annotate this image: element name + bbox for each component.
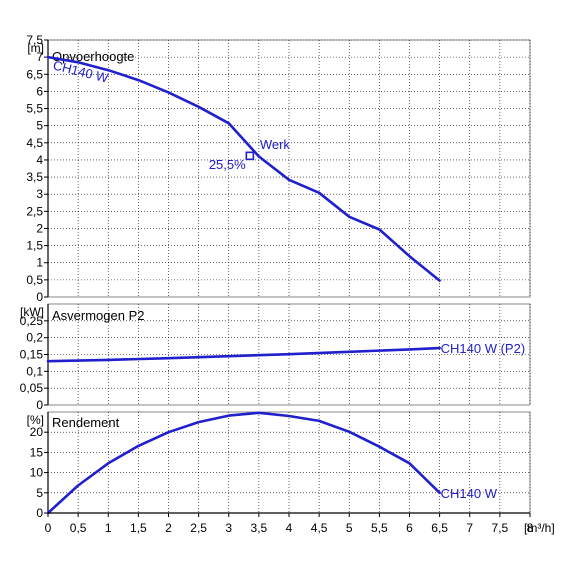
y-tick-label: 5,5 bbox=[26, 102, 43, 116]
x-tick-label: 2 bbox=[165, 521, 172, 535]
data-point bbox=[107, 359, 110, 361]
x-tick-label: 2,5 bbox=[190, 521, 207, 535]
duty-point-efficiency: 25,5% bbox=[209, 157, 246, 172]
y-tick-label: 4,5 bbox=[26, 136, 43, 150]
duty-point-label: Werk bbox=[260, 137, 291, 152]
x-tick-label: 1 bbox=[105, 521, 112, 535]
y-tick-label: 0,2 bbox=[26, 331, 43, 345]
data-point bbox=[438, 347, 441, 349]
y-tick-label: 2 bbox=[36, 221, 43, 235]
y-tick-label: 20 bbox=[30, 425, 44, 439]
data-point bbox=[77, 61, 79, 64]
y-tick-label: 0,05 bbox=[20, 381, 44, 395]
x-axis: 0 0,5 1 1,5 2 2,5 3 3,5 4 4,5 5 5,5 6 6,5 7 7,5 8[m³/h] bbox=[45, 512, 555, 535]
y-tick-label: 1 bbox=[36, 256, 43, 270]
x-tick-label: 7 bbox=[466, 521, 473, 535]
data-point bbox=[167, 431, 170, 434]
y-tick-label: 0,15 bbox=[20, 348, 44, 362]
data-point bbox=[47, 360, 49, 363]
series-label: CH140 W bbox=[441, 486, 498, 501]
y-tick-label: 4 bbox=[36, 153, 43, 167]
y-tick-label: 5 bbox=[36, 119, 43, 133]
y-tick-label: 0,25 bbox=[20, 314, 44, 328]
x-tick-label: 5,5 bbox=[371, 521, 388, 535]
x-tick-label: 0,5 bbox=[70, 521, 87, 535]
y-tick-label: 3,5 bbox=[26, 170, 43, 184]
x-tick-label: 8 bbox=[527, 521, 534, 535]
data-point bbox=[197, 421, 200, 423]
data-point bbox=[438, 492, 441, 494]
y-tick-label: 3 bbox=[36, 187, 43, 201]
series-line bbox=[46, 346, 441, 363]
data-point bbox=[318, 192, 320, 194]
y-tick-label: 6,5 bbox=[26, 67, 43, 81]
x-tick-label: 0 bbox=[45, 521, 52, 535]
x-tick-label: 4,5 bbox=[311, 521, 328, 535]
plot-frame bbox=[47, 39, 531, 298]
series-line bbox=[46, 411, 441, 515]
x-tick-label: 7,5 bbox=[492, 521, 509, 535]
data-point bbox=[348, 431, 351, 433]
panel-title: Asvermogen P2 bbox=[52, 308, 145, 323]
x-tick-label: 3,5 bbox=[251, 521, 268, 535]
y-axis-unit: [kW] bbox=[20, 305, 44, 319]
series-label: CH140 W (P2) bbox=[441, 341, 526, 356]
data-point bbox=[137, 79, 140, 81]
x-tick-label: 4 bbox=[286, 521, 293, 535]
data-point bbox=[167, 91, 170, 94]
data-point bbox=[137, 445, 140, 447]
data-point bbox=[107, 69, 110, 71]
data-point bbox=[378, 445, 381, 448]
y-tick-label: 0,1 bbox=[26, 364, 43, 378]
data-point bbox=[318, 420, 320, 422]
duty-point-marker bbox=[245, 151, 255, 161]
y-tick-label: 0 bbox=[36, 398, 43, 412]
data-point bbox=[258, 155, 260, 158]
panel-title: Rendement bbox=[52, 415, 120, 430]
data-point bbox=[228, 355, 230, 358]
data-point bbox=[288, 179, 290, 181]
y-axis-unit: [m] bbox=[27, 41, 44, 55]
data-point bbox=[258, 412, 260, 414]
x-tick-label: 3 bbox=[225, 521, 232, 535]
x-tick-label: 6,5 bbox=[431, 521, 448, 535]
data-point bbox=[197, 106, 200, 108]
x-tick-label: 1,5 bbox=[130, 521, 147, 535]
panel-asvermogen: 0,25 0,2 0,15 0,1 0,05 0 [kW] Asvermogen P2 CH14… bbox=[20, 303, 531, 412]
x-tick-label: 6 bbox=[406, 521, 413, 535]
data-point bbox=[47, 56, 49, 58]
data-point bbox=[107, 462, 110, 465]
data-point bbox=[438, 279, 441, 282]
data-point bbox=[167, 357, 170, 360]
data-point bbox=[288, 415, 290, 417]
y-tick-label: 0 bbox=[36, 506, 43, 520]
data-point bbox=[408, 255, 411, 257]
data-point bbox=[228, 414, 230, 417]
series-line bbox=[46, 55, 441, 282]
y-tick-label: 10 bbox=[30, 466, 44, 480]
data-point bbox=[378, 228, 381, 231]
y-tick-label: 15 bbox=[30, 445, 44, 459]
y-tick-label: 7 bbox=[36, 50, 43, 64]
data-point bbox=[77, 484, 79, 487]
y-tick-label: 6 bbox=[36, 84, 43, 98]
data-point bbox=[408, 462, 411, 465]
y-tick-label: 0,5 bbox=[26, 273, 43, 287]
y-tick-label: 1,5 bbox=[26, 239, 43, 253]
y-tick-label: 0 bbox=[36, 290, 43, 304]
data-point bbox=[348, 216, 351, 218]
y-axis-unit: [%] bbox=[27, 413, 44, 427]
y-tick-label: 2,5 bbox=[26, 204, 43, 218]
y-tick-label: 7,5 bbox=[26, 33, 43, 47]
x-tick-label: 5 bbox=[346, 521, 353, 535]
data-point bbox=[408, 348, 411, 351]
panel-opvoerhoogte: 7,576,565,554,543,532,521,510,50[m]Opvoe… bbox=[26, 33, 531, 304]
y-tick-label: 5 bbox=[36, 486, 43, 500]
panel-rendement: 20 15 10 5 0 [%] Rendement CH140 W bbox=[27, 411, 531, 520]
data-point bbox=[228, 122, 230, 125]
x-axis-unit: [m³/h] bbox=[524, 521, 555, 535]
data-point bbox=[348, 351, 351, 353]
data-point bbox=[288, 353, 290, 356]
